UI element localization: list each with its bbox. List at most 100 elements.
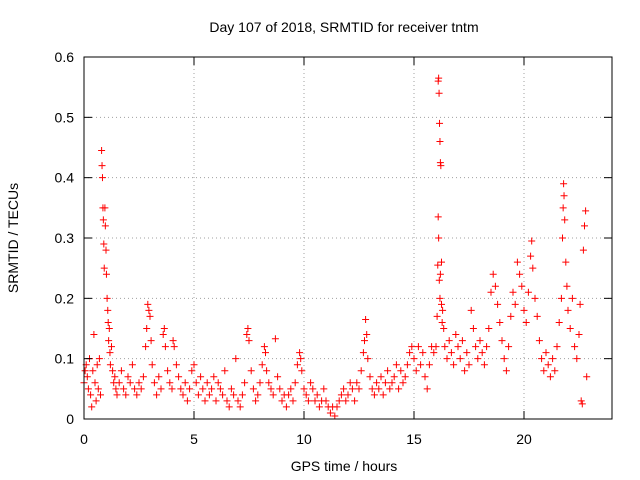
data-point — [147, 337, 155, 345]
data-point — [135, 379, 143, 387]
data-point — [214, 379, 222, 387]
data-point — [122, 391, 130, 399]
data-point — [469, 325, 477, 332]
data-point — [408, 343, 416, 351]
data-point — [103, 294, 111, 302]
data-point — [435, 234, 443, 242]
data-point — [97, 391, 104, 399]
data-point — [563, 282, 571, 290]
data-point — [483, 343, 491, 351]
data-point — [549, 355, 557, 363]
data-point — [194, 391, 202, 399]
data-point — [188, 367, 196, 375]
data-point — [440, 325, 448, 332]
data-point — [150, 379, 158, 387]
data-point — [555, 318, 563, 326]
data-point — [377, 373, 385, 381]
data-point — [101, 204, 109, 212]
data-point — [117, 367, 125, 375]
data-point — [120, 385, 128, 393]
data-point — [190, 361, 198, 369]
data-point — [322, 397, 330, 405]
data-point — [139, 373, 147, 381]
data-point — [438, 318, 446, 326]
data-point — [335, 397, 343, 405]
data-point — [511, 300, 519, 308]
chart-title: Day 107 of 2018, SRMTID for receiver tnt… — [209, 19, 478, 35]
data-point — [379, 391, 387, 399]
data-point — [441, 343, 449, 351]
x-tick-label: 20 — [516, 431, 532, 447]
data-point — [513, 258, 521, 266]
grid-lines — [84, 57, 612, 419]
data-point — [480, 361, 488, 369]
data-point — [390, 373, 398, 381]
data-point — [498, 337, 506, 345]
data-point — [562, 258, 570, 266]
data-point — [81, 367, 89, 375]
data-point — [210, 373, 218, 381]
data-point — [414, 343, 422, 351]
x-tick-label: 0 — [80, 431, 88, 447]
data-point — [344, 391, 352, 399]
y-tick-label: 0.2 — [55, 290, 75, 306]
data-point — [243, 331, 251, 339]
data-point — [435, 276, 443, 284]
data-point — [89, 367, 97, 375]
data-point — [502, 367, 510, 375]
data-point — [197, 373, 205, 381]
data-point — [458, 337, 466, 345]
data-point — [363, 331, 371, 339]
data-point — [219, 391, 227, 399]
x-tick-label: 15 — [406, 431, 422, 447]
data-point — [392, 361, 400, 369]
data-point — [331, 412, 339, 420]
data-point — [520, 306, 528, 314]
y-tick-label: 0.5 — [55, 109, 75, 125]
data-point — [90, 331, 98, 339]
data-points — [80, 74, 591, 420]
data-point — [346, 379, 354, 387]
data-point — [183, 397, 191, 405]
data-point — [342, 397, 350, 405]
data-point — [581, 222, 588, 230]
data-point — [399, 379, 407, 387]
data-point — [160, 325, 168, 332]
data-point — [95, 355, 103, 363]
data-point — [128, 361, 136, 369]
data-point — [245, 337, 253, 345]
data-point — [500, 355, 508, 363]
data-point — [351, 397, 359, 405]
data-point — [546, 373, 554, 381]
data-point — [269, 391, 277, 399]
data-point — [577, 397, 585, 405]
data-point — [278, 397, 286, 405]
data-point — [527, 252, 535, 260]
data-point — [573, 355, 581, 363]
data-point — [370, 391, 378, 399]
data-point — [388, 379, 396, 387]
data-point — [199, 385, 207, 393]
data-point — [300, 385, 308, 393]
data-point — [357, 367, 365, 375]
data-point — [496, 318, 504, 326]
data-point — [265, 379, 273, 387]
data-point — [439, 306, 447, 314]
data-point — [410, 355, 418, 363]
data-point — [263, 367, 271, 375]
data-point — [445, 337, 453, 345]
data-point — [262, 349, 269, 357]
data-point — [538, 355, 546, 363]
data-point — [578, 400, 586, 408]
data-point — [289, 397, 297, 405]
data-point — [432, 343, 440, 351]
data-point — [406, 349, 414, 357]
data-point — [438, 300, 445, 308]
data-point — [104, 318, 112, 326]
data-point — [298, 367, 306, 375]
data-point — [249, 385, 257, 393]
data-point — [104, 306, 112, 314]
data-point — [447, 349, 455, 357]
y-tick-label: 0.6 — [55, 49, 75, 65]
